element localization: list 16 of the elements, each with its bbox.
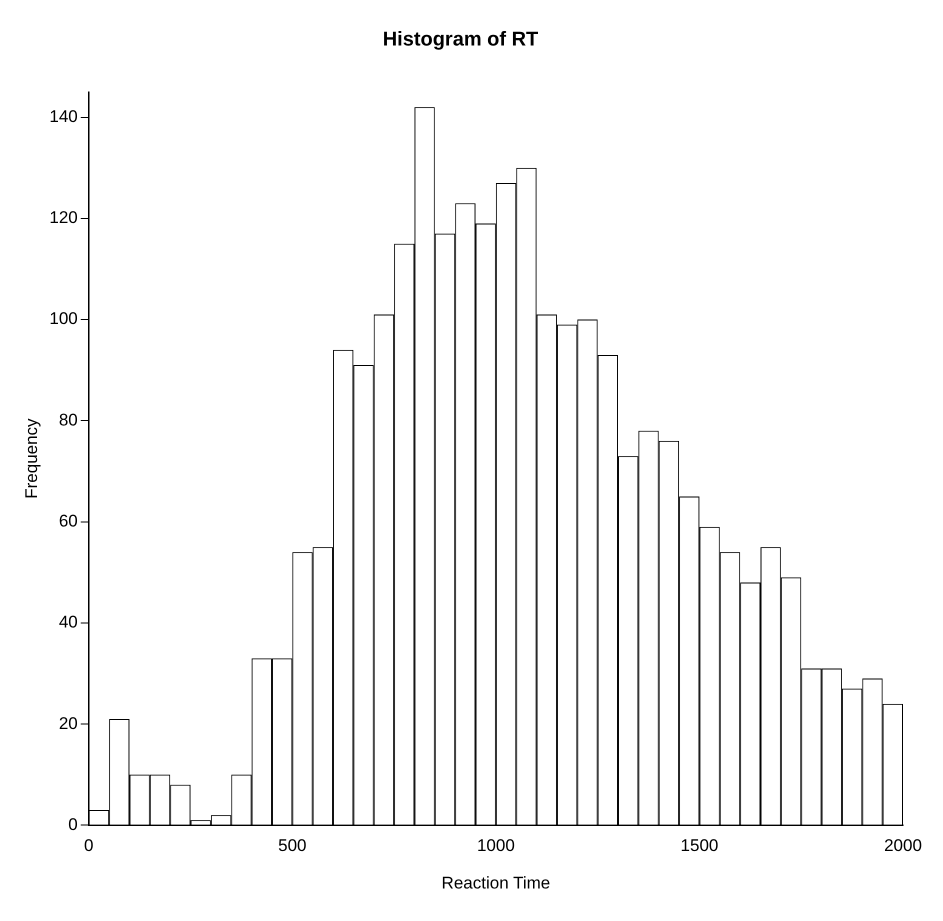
x-tick-label: 2000 <box>884 836 922 856</box>
x-tick-label: 500 <box>278 836 307 856</box>
chart-title: Histogram of RT <box>382 28 538 51</box>
x-axis-title: Reaction Time <box>442 873 550 892</box>
x-tick-label: 0 <box>84 836 94 856</box>
y-axis-title: Frequency <box>22 418 41 499</box>
x-tick-label: 1000 <box>476 836 515 856</box>
y-tick-label: 100 <box>49 309 78 328</box>
y-tick-label: 20 <box>58 714 78 733</box>
y-tick-label: 0 <box>68 814 78 834</box>
y-tick-label: 140 <box>49 106 78 126</box>
y-tick-label: 40 <box>58 612 78 632</box>
y-tick-label: 60 <box>58 511 78 530</box>
x-tick-label: 1500 <box>680 836 718 856</box>
y-tick-label: 120 <box>49 208 78 228</box>
y-tick-label: 80 <box>58 410 78 430</box>
